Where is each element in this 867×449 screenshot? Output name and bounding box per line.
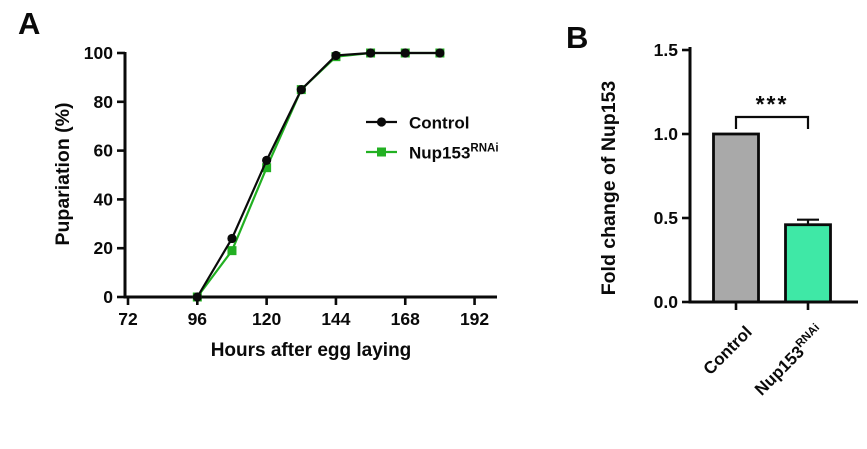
a-y-axis-title: Pupariation (%) bbox=[52, 102, 74, 245]
b-y-tick-label: 0.0 bbox=[654, 292, 679, 312]
error-bar bbox=[797, 218, 819, 225]
a-x-tick-label: 96 bbox=[188, 309, 208, 329]
b-y-tick-label: 0.5 bbox=[654, 208, 679, 228]
significance-stars: *** bbox=[756, 91, 789, 117]
panel-b-label: B bbox=[566, 20, 589, 55]
a-x-tick-label: 72 bbox=[118, 309, 138, 329]
control-series-line bbox=[196, 51, 440, 298]
nup153-marker bbox=[262, 163, 272, 173]
control-marker bbox=[262, 155, 272, 165]
control-marker bbox=[365, 48, 376, 58]
a-y-tick-label: 0 bbox=[103, 287, 113, 307]
nup153-marker bbox=[227, 246, 237, 256]
a-legend-label: Nup153RNAi bbox=[409, 143, 499, 163]
b-y-axis-title: Fold change of Nup153 bbox=[598, 81, 620, 296]
a-x-tick-label: 168 bbox=[391, 309, 420, 329]
a-x-tick-label: 120 bbox=[252, 309, 281, 329]
a-y-tick-label: 80 bbox=[94, 92, 114, 112]
a-x-axis-title: Hours after egg laying bbox=[211, 340, 412, 361]
control-bar bbox=[712, 132, 760, 304]
a-y-tick-label: 40 bbox=[94, 189, 114, 209]
control-marker bbox=[435, 48, 445, 58]
a-legend-item: Nup153RNAi bbox=[366, 143, 499, 163]
control-marker bbox=[227, 233, 237, 244]
b-y-tick-label: 1.5 bbox=[654, 40, 679, 60]
a-legend-item: Control bbox=[366, 114, 469, 133]
panel-a-label: A bbox=[18, 6, 41, 41]
b-y-tick-label: 1.0 bbox=[654, 124, 679, 144]
b-x-category-label: Control bbox=[700, 322, 756, 378]
control-marker bbox=[296, 85, 306, 95]
a-legend-marker bbox=[376, 117, 387, 127]
control-marker bbox=[192, 292, 202, 302]
b-x-category-label: Nup153RNAi bbox=[750, 322, 827, 399]
a-legend-label: Control bbox=[409, 114, 469, 133]
a-legend-marker bbox=[377, 147, 386, 157]
control-marker bbox=[331, 50, 341, 61]
a-y-tick-label: 100 bbox=[84, 43, 113, 63]
a-y-tick-label: 60 bbox=[94, 141, 114, 161]
nup153-bar bbox=[784, 223, 832, 304]
a-y-tick-label: 20 bbox=[94, 238, 114, 258]
a-x-tick-label: 144 bbox=[321, 309, 350, 329]
significance-bracket bbox=[734, 115, 810, 129]
a-x-tick-label: 192 bbox=[460, 309, 489, 329]
control-marker bbox=[400, 48, 410, 58]
